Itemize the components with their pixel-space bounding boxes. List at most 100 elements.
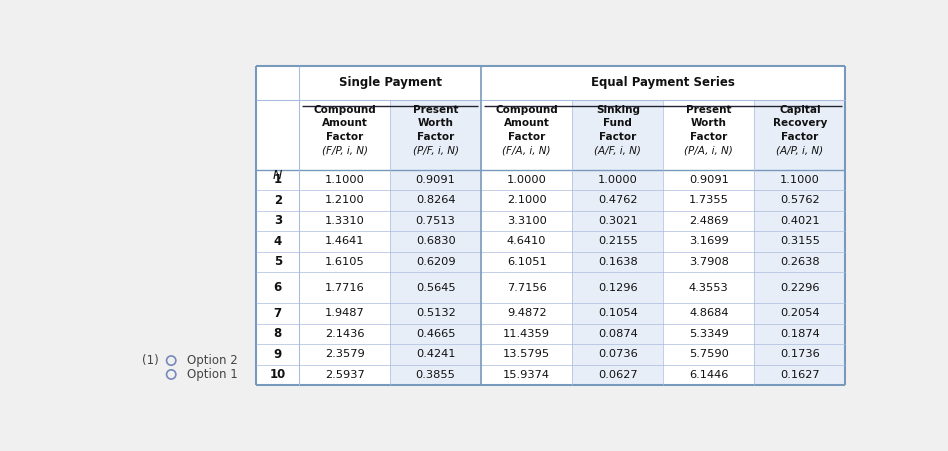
Text: 4: 4 xyxy=(274,235,282,248)
Text: (F/A, i, N): (F/A, i, N) xyxy=(502,146,551,156)
Bar xyxy=(755,100,846,170)
Text: 2.1436: 2.1436 xyxy=(325,329,364,339)
Text: 0.1627: 0.1627 xyxy=(780,370,820,380)
Text: (F/P, i, N): (F/P, i, N) xyxy=(321,146,368,156)
Text: 0.2155: 0.2155 xyxy=(598,236,638,246)
Text: Amount: Amount xyxy=(321,118,368,128)
Text: 0.7513: 0.7513 xyxy=(416,216,456,226)
Text: Capital: Capital xyxy=(779,105,821,115)
Text: 0.4241: 0.4241 xyxy=(416,350,455,359)
Text: 0.0627: 0.0627 xyxy=(598,370,638,380)
Text: 4.6410: 4.6410 xyxy=(507,236,546,246)
Text: Option 2: Option 2 xyxy=(187,354,237,367)
Text: Factor: Factor xyxy=(508,132,545,142)
Text: 1: 1 xyxy=(274,173,282,186)
Text: 0.8264: 0.8264 xyxy=(416,195,455,205)
Text: 3: 3 xyxy=(274,214,282,227)
Text: 0.0874: 0.0874 xyxy=(598,329,638,339)
Text: Recovery: Recovery xyxy=(773,118,827,128)
Text: 0.4021: 0.4021 xyxy=(780,216,820,226)
Text: 1.7355: 1.7355 xyxy=(689,195,729,205)
Text: 0.9091: 0.9091 xyxy=(416,175,456,185)
Text: 0.1054: 0.1054 xyxy=(598,308,638,318)
Text: 2: 2 xyxy=(274,194,282,207)
Text: 1.6105: 1.6105 xyxy=(325,257,364,267)
Text: (A/P, i, N): (A/P, i, N) xyxy=(776,146,824,156)
Text: Factor: Factor xyxy=(599,132,636,142)
Text: 10: 10 xyxy=(269,368,286,382)
Bar xyxy=(573,100,664,170)
Text: Worth: Worth xyxy=(691,118,727,128)
Text: 0.1296: 0.1296 xyxy=(598,283,638,293)
Text: Sinking: Sinking xyxy=(595,105,640,115)
Text: 11.4359: 11.4359 xyxy=(503,329,550,339)
Text: 3.1699: 3.1699 xyxy=(689,236,729,246)
Text: 0.3155: 0.3155 xyxy=(780,236,820,246)
Text: 0.5132: 0.5132 xyxy=(416,308,456,318)
Text: N: N xyxy=(273,169,283,182)
Text: 8: 8 xyxy=(274,327,282,341)
Text: 3.7908: 3.7908 xyxy=(689,257,729,267)
Bar xyxy=(257,66,846,385)
Text: 0.6209: 0.6209 xyxy=(416,257,455,267)
Text: Factor: Factor xyxy=(326,132,363,142)
Text: 0.2296: 0.2296 xyxy=(780,283,820,293)
Text: 1.4641: 1.4641 xyxy=(325,236,364,246)
Text: Fund: Fund xyxy=(603,118,632,128)
Text: (A/F, i, N): (A/F, i, N) xyxy=(594,146,641,156)
Text: 0.5762: 0.5762 xyxy=(780,195,820,205)
Bar xyxy=(391,100,482,170)
Text: 0.0736: 0.0736 xyxy=(598,350,638,359)
Text: Factor: Factor xyxy=(690,132,727,142)
Text: 3.3100: 3.3100 xyxy=(507,216,547,226)
Text: Compound: Compound xyxy=(496,105,558,115)
Text: Amount: Amount xyxy=(503,118,550,128)
Text: Worth: Worth xyxy=(418,118,453,128)
Text: Compound: Compound xyxy=(313,105,376,115)
Text: 6.1446: 6.1446 xyxy=(689,370,729,380)
Text: Equal Payment Series: Equal Payment Series xyxy=(592,76,736,89)
Text: 1.3310: 1.3310 xyxy=(324,216,365,226)
Text: 5.3349: 5.3349 xyxy=(689,329,729,339)
Text: 13.5795: 13.5795 xyxy=(503,350,550,359)
Bar xyxy=(391,170,482,385)
Text: 15.9374: 15.9374 xyxy=(503,370,550,380)
Text: 1.7716: 1.7716 xyxy=(325,283,364,293)
Text: 0.5645: 0.5645 xyxy=(416,283,455,293)
Text: 6: 6 xyxy=(274,281,282,294)
Text: 7.7156: 7.7156 xyxy=(507,283,547,293)
Bar xyxy=(573,170,664,385)
Text: Factor: Factor xyxy=(781,132,818,142)
Text: Present: Present xyxy=(686,105,732,115)
Text: (1): (1) xyxy=(142,354,158,367)
Text: 1.9487: 1.9487 xyxy=(325,308,364,318)
Bar xyxy=(755,170,846,385)
Text: 2.3579: 2.3579 xyxy=(325,350,364,359)
Text: 5.7590: 5.7590 xyxy=(689,350,729,359)
Text: 0.1638: 0.1638 xyxy=(598,257,638,267)
Text: 4.3553: 4.3553 xyxy=(689,283,729,293)
Text: 4.8684: 4.8684 xyxy=(689,308,729,318)
Text: 0.4665: 0.4665 xyxy=(416,329,455,339)
Text: 0.2054: 0.2054 xyxy=(780,308,820,318)
Text: 0.3855: 0.3855 xyxy=(416,370,456,380)
Text: 9: 9 xyxy=(274,348,282,361)
Text: 9.4872: 9.4872 xyxy=(507,308,547,318)
Text: 1.0000: 1.0000 xyxy=(598,175,638,185)
Text: 2.5937: 2.5937 xyxy=(325,370,364,380)
Text: 0.1736: 0.1736 xyxy=(780,350,820,359)
Text: 6.1051: 6.1051 xyxy=(507,257,547,267)
Text: 1.1000: 1.1000 xyxy=(324,175,365,185)
Text: 1.0000: 1.0000 xyxy=(507,175,547,185)
Text: Option 1: Option 1 xyxy=(187,368,237,381)
Text: 2.4869: 2.4869 xyxy=(689,216,729,226)
Text: Single Payment: Single Payment xyxy=(338,76,442,89)
Text: 0.3021: 0.3021 xyxy=(598,216,638,226)
Text: 0.4762: 0.4762 xyxy=(598,195,638,205)
Text: 0.9091: 0.9091 xyxy=(689,175,729,185)
Text: 7: 7 xyxy=(274,307,282,320)
Text: 5: 5 xyxy=(274,255,282,268)
Text: Present: Present xyxy=(413,105,459,115)
Text: 2.1000: 2.1000 xyxy=(507,195,547,205)
Text: 0.6830: 0.6830 xyxy=(416,236,456,246)
